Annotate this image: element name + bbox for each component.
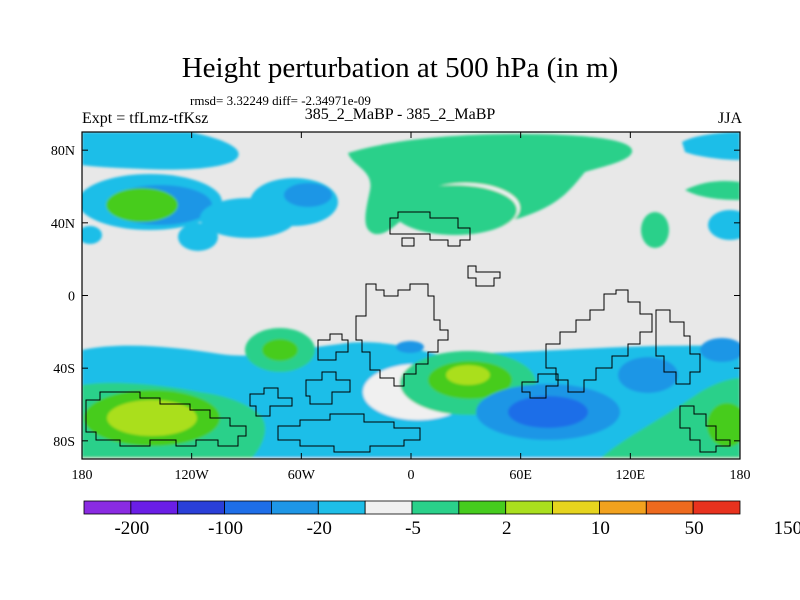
contour-central-pacific-negative [178,223,218,251]
colorbar-swatch [552,500,600,515]
colorbar-label: 10 [591,518,610,539]
coastline-segment-10 [305,371,351,405]
coastline-segment-12 [679,405,731,453]
x-tick-label: 120W [175,468,210,483]
contour-south-indian-east-negative [618,357,678,393]
colorbar-swatch [224,500,272,515]
colorbar-swatch [505,500,553,515]
coastline-segment-0 [389,211,471,247]
contour-fills [82,132,740,459]
y-tick-label: 80S [53,435,75,450]
coastlines [85,211,731,453]
coastline-segment-6 [655,309,701,385]
colorbar-label: -20 [307,518,332,539]
coastline-segment-11 [521,373,559,399]
colorbar-label: -200 [114,518,149,539]
y-tick-label: 80N [51,144,75,159]
contour-south-pacific-core [107,400,197,436]
colorbar-swatch [364,500,413,515]
contour-gulf-negative-core [284,183,332,207]
contour-arctic-positive-band [348,134,633,235]
x-tick-label: 60E [509,468,532,483]
colorbar-swatch [317,500,366,515]
contour-southeast-pacific-core [262,339,298,361]
y-tick-label: 40N [51,217,75,232]
contour-northeast-positive [685,180,740,200]
coastline-segment-4 [317,333,349,361]
colorbar-label: -100 [208,518,243,539]
season-label: JJA [717,110,742,127]
coastline-segment-1 [401,237,415,247]
contour-south-atlantic-peak [446,365,490,385]
contour-arctic-east-negative [682,132,740,160]
contour-east-asia-positive [641,212,669,248]
contour-southeast-positive-core [707,403,740,447]
x-tick-label: 0 [408,468,415,483]
colorbar-label: 50 [685,518,704,539]
x-tick-label: 180 [730,468,751,483]
y-axis: 80N 40N 0 40S 80S [51,144,740,450]
colorbar-swatch [645,500,694,515]
coastline-segment-2 [467,265,501,287]
coastline-segment-3 [355,283,449,387]
colorbar-label: 2 [502,518,512,539]
colorbar-label: 150 [774,518,800,539]
contour-southeast-negative [700,338,740,362]
rmsd-stats: rmsd= 3.32249 diff= -2.34971e-09 [190,93,371,108]
colorbar-swatch [411,500,460,515]
colorbar-swatch [83,500,132,515]
contour-west-edge-negative [82,226,102,244]
comparison-label: 385_2_MaBP - 385_2_MaBP [304,106,496,123]
contour-north-pacific-negative-band [82,132,239,170]
x-tick-label: 120E [616,468,646,483]
contour-south-indian-core [508,396,588,428]
coastline-segment-9 [277,413,421,453]
colorbar-swatch [177,500,225,515]
y-tick-label: 40S [53,362,75,377]
colorbar-swatch [271,500,319,515]
colorbar-swatch [458,500,507,515]
contour-south-atlantic-small-negative [396,341,424,353]
coastline-segment-8 [249,387,293,417]
experiment-label: Expt = tfLmz-tfKsz [82,110,209,127]
contour-north-atlantic-positive [393,185,517,235]
x-tick-label: 60W [288,468,316,483]
colorbar: -200 -100 -20 -5 2 10 50 150 [83,500,800,539]
coastline-segment-7 [85,391,247,447]
chart-title: Height perturbation at 500 hPa (in m) [181,52,619,84]
colorbar-label: -5 [405,518,421,539]
y-tick-label: 0 [68,290,75,305]
contour-southeast-positive [600,378,740,459]
colorbar-swatch [692,500,741,515]
contour-north-pacific-positive-core [106,188,178,222]
colorbar-swatch [599,500,647,515]
x-tick-label: 180 [72,468,93,483]
coastline-segment-5 [545,289,653,393]
colorbar-swatch [130,500,179,515]
contour-east-asia-negative [708,210,740,240]
x-axis: 180 120W 60W 0 60E 120E 180 [72,132,751,483]
